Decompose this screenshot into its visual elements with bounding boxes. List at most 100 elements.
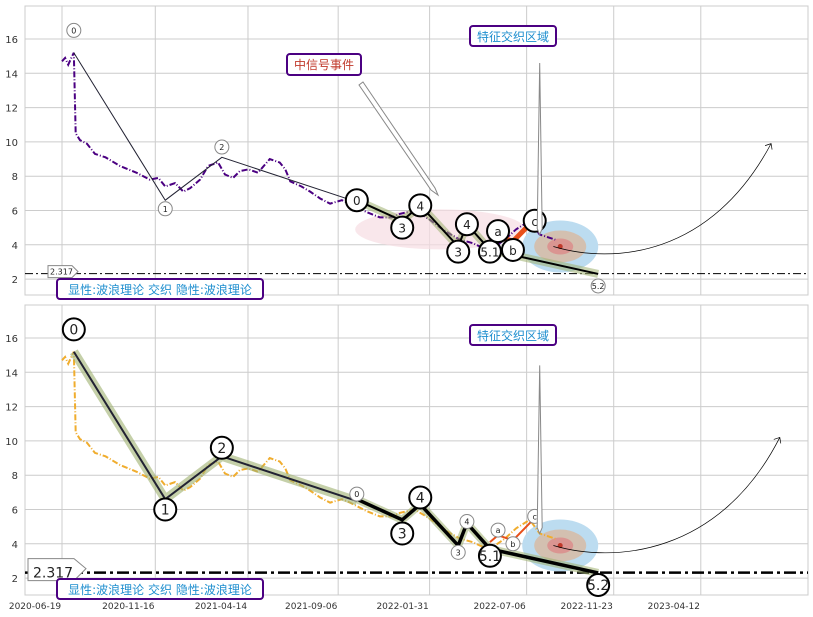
- wave-label: a: [496, 526, 501, 535]
- legend-box: [56, 578, 264, 600]
- wave-label: 5.2: [587, 578, 609, 594]
- y-tick-label: 4: [12, 241, 18, 252]
- signal-event-label: 中信号事件: [294, 57, 354, 72]
- wave-label-circle: [590, 278, 606, 294]
- wave-label-circle: [390, 215, 415, 240]
- wave-label-circle: [61, 317, 86, 342]
- wave-label: c: [531, 215, 538, 229]
- x-tick-label: 2021-09-06: [285, 602, 338, 612]
- main-wave-line: [72, 351, 358, 502]
- forecast-curve: [553, 437, 781, 554]
- feature-zone-arrow-icon: [536, 63, 543, 236]
- wave-label-circle: [153, 497, 178, 522]
- panel-top: 246810121416012034345.1abc5.22.317特征交织区域…: [5, 5, 809, 300]
- forecast-arrow-head-icon: [773, 437, 782, 444]
- wave-label: a: [494, 225, 501, 239]
- wave-label-circle: [344, 188, 369, 213]
- wave5-projection-line: [489, 547, 599, 575]
- wave-label-circle: [500, 237, 525, 262]
- wave-label-circle: [477, 239, 502, 264]
- y-tick-label: 10: [5, 437, 18, 448]
- y-tick-label: 6: [12, 506, 18, 517]
- support-value-label: 2.317: [50, 268, 73, 277]
- wave-label-circle: [586, 572, 611, 597]
- wave-label: b: [510, 540, 515, 549]
- y-tick-label: 16: [5, 334, 18, 345]
- wave-label: 2: [217, 441, 226, 457]
- feature-zone-box: [469, 324, 557, 346]
- y-tick-label: 14: [5, 69, 18, 80]
- wave-label-circle: [390, 521, 415, 546]
- wave-label-circle: [408, 193, 433, 218]
- wave-label: 4: [464, 518, 469, 527]
- support-value-tag: [47, 265, 79, 279]
- y-tick-label: 16: [5, 35, 18, 46]
- wave-label: 0: [69, 322, 78, 338]
- wave-label-circle: [450, 544, 466, 560]
- wave-label-circle: [505, 536, 521, 552]
- wave-label: 2: [219, 143, 224, 152]
- legend-label: 显性:波浪理论 交织 隐性:波浪理论: [68, 282, 252, 297]
- wave-label-circle: [408, 485, 433, 510]
- plot-area: [24, 304, 809, 596]
- support-value-tag: [27, 558, 87, 582]
- y-tick-label: 8: [12, 172, 18, 183]
- wave-label-circle: [157, 201, 173, 217]
- wave-label: 3: [456, 548, 461, 557]
- wave-label: 3: [398, 527, 407, 543]
- forecast-curve: [553, 143, 772, 255]
- wave-label-circle: [214, 139, 230, 155]
- wave-label-circle: [446, 239, 471, 264]
- x-tick-label: 2023-04-12: [648, 602, 700, 612]
- wave-label: 5.1: [480, 246, 499, 260]
- legend-label: 显性:波浪理论 交织 隐性:波浪理论: [68, 582, 252, 597]
- signal-event-box: [286, 53, 362, 76]
- x-tick-label: 2021-04-14: [195, 602, 248, 612]
- wave-label-circle: [349, 486, 365, 502]
- y-tick-label: 2: [12, 574, 18, 585]
- forecast-arrow-head-icon: [764, 143, 773, 150]
- support-value-label: 2.317: [33, 566, 73, 582]
- y-tick-label: 8: [12, 471, 18, 482]
- x-tick-label: 2020-11-16: [102, 602, 155, 612]
- wave-label: 3: [454, 246, 462, 260]
- feature-zone-label: 特征交织区域: [477, 29, 549, 44]
- wave-label: 1: [161, 503, 170, 519]
- y-tick-label: 6: [12, 207, 18, 218]
- wave-label: 5.2: [592, 282, 605, 291]
- wave-label: 1: [163, 205, 168, 214]
- wave-label: 4: [416, 199, 424, 213]
- wave-label: 0: [71, 26, 76, 35]
- y-tick-label: 12: [5, 104, 18, 115]
- wave-label: 3: [398, 222, 406, 236]
- wave-label-circle: [486, 219, 511, 244]
- wave-label: 4: [463, 218, 471, 232]
- x-tick-label: 2020-06-19: [9, 602, 62, 612]
- wave-label: 0: [353, 194, 361, 208]
- wave-label-circle: [477, 543, 502, 568]
- wave-label-circle: [66, 22, 82, 38]
- wave-label-circle: [459, 514, 475, 530]
- feature-zone-label: 特征交织区域: [477, 328, 549, 343]
- plot-area: [24, 5, 809, 296]
- y-tick-label: 12: [5, 403, 18, 414]
- wave-label: b: [509, 244, 517, 258]
- feature-zone-box: [469, 25, 557, 47]
- wave-label: 4: [416, 490, 425, 506]
- y-tick-label: 14: [5, 368, 18, 379]
- y-tick-label: 2: [12, 275, 18, 286]
- x-tick-label: 2022-07-06: [473, 602, 526, 612]
- y-tick-label: 4: [12, 540, 18, 551]
- x-tick-label: 2022-11-23: [561, 602, 613, 612]
- price-series: [61, 52, 556, 252]
- wave-label: 0: [354, 490, 359, 499]
- main-wave-line: [73, 52, 357, 203]
- legend-box: [56, 278, 264, 300]
- wave-label-circle: [454, 212, 479, 237]
- abc-correction-line: [489, 517, 536, 543]
- x-tick-label: 2022-01-31: [376, 602, 428, 612]
- y-tick-label: 10: [5, 138, 18, 149]
